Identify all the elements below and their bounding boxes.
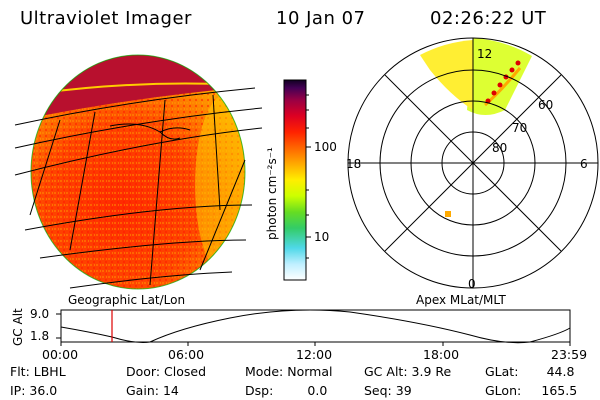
instrument-title: Ultraviolet Imager	[20, 8, 192, 29]
info-filter: Flt: LBHL	[10, 364, 66, 379]
mlt-label-0: 0	[468, 277, 476, 291]
info-seq: Seq: 39	[364, 383, 412, 398]
lat-lon-grid	[14, 87, 263, 289]
info-glon: GLon: 165.5	[485, 383, 578, 398]
timeline-ytick-9: 9.0	[30, 307, 49, 321]
info-door: Door: Closed	[126, 364, 207, 379]
timeline-xtick-1800: 18:00	[423, 347, 459, 362]
timeline-xtick-1200: 12:00	[296, 347, 332, 362]
info-gain: Gain: 14	[126, 383, 179, 398]
info-mode: Mode: Normal	[245, 364, 333, 379]
polar-aurora-dots	[485, 60, 521, 104]
altitude-timeline: GC Alt 9.0 1.8 00:00 06:00 12:00 18:00 2…	[11, 307, 587, 362]
mlt-label-18: 18	[346, 157, 361, 171]
timeline-xtick-0600: 06:00	[168, 347, 204, 362]
timeline-xtick-0000: 00:00	[42, 347, 78, 362]
info-dsp: Dsp: 0.0	[245, 383, 328, 398]
timeline-ytick-1-8: 1.8	[30, 329, 49, 343]
timeline-xtick-2359: 23:59	[551, 347, 587, 362]
info-gc-alt: GC Alt: 3.9 Re	[364, 364, 452, 379]
geographic-image	[14, 54, 263, 290]
observation-date: 10 Jan 07	[276, 8, 366, 29]
info-glat: GLat: 44.8	[485, 364, 575, 379]
colorbar: 100 10 photon cm⁻²s⁻¹	[265, 79, 337, 281]
subsolar-marker	[445, 211, 451, 217]
mlat-label-60: 60	[538, 98, 553, 112]
colorbar-tick-10: 10	[314, 230, 329, 244]
mlat-label-80: 80	[492, 141, 507, 155]
polar-plot: 12 18 6 0 60 70 80	[346, 37, 599, 291]
geographic-panel-label: Geographic Lat/Lon	[68, 293, 185, 307]
colorbar-tick-100: 100	[314, 140, 337, 154]
observation-time: 02:26:22 UT	[430, 8, 547, 29]
colorbar-unit-label: photon cm⁻²s⁻¹	[265, 147, 279, 240]
mlat-label-70: 70	[512, 121, 527, 135]
apex-panel-label: Apex MLat/MLT	[416, 293, 506, 307]
mlt-label-6: 6	[580, 157, 588, 171]
mlt-label-12: 12	[477, 47, 492, 61]
timeline-y-label: GC Alt	[11, 308, 25, 346]
polar-emission-region	[467, 38, 532, 115]
info-ip: IP: 36.0	[10, 383, 58, 398]
